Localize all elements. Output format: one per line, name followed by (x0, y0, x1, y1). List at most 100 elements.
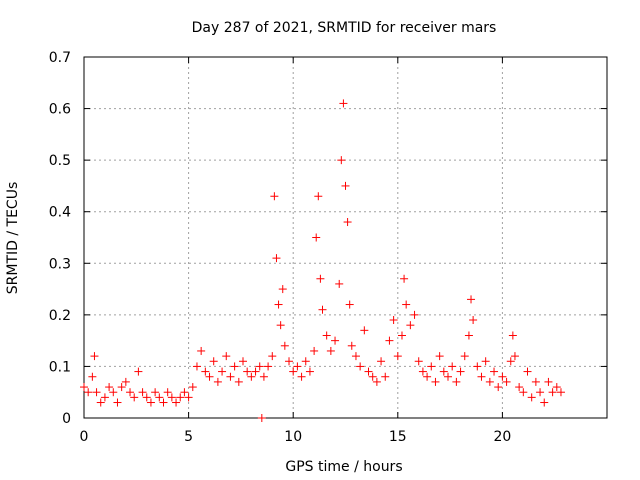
data-point (142, 393, 151, 402)
data-point (423, 372, 432, 381)
data-point (130, 393, 139, 402)
data-point (494, 383, 503, 392)
plot-frame (83, 56, 608, 419)
data-point (397, 331, 406, 340)
data-point (339, 99, 348, 108)
data-point (146, 398, 155, 407)
data-point (117, 383, 126, 392)
data-point (467, 295, 476, 304)
data-point (556, 388, 565, 397)
data-point (172, 398, 181, 407)
data-point (151, 388, 160, 397)
data-point (345, 300, 354, 309)
y-tick-label: 0.2 (49, 308, 71, 324)
plot-layer: 0 5 10 15 20 0 0.1 0.2 0.3 0.4 0.5 0.6 0.7 (49, 50, 608, 445)
data-point (351, 352, 360, 361)
data-point (109, 388, 118, 397)
data-point (80, 383, 88, 392)
data-point (427, 362, 436, 371)
data-point (301, 357, 310, 366)
data-point (84, 388, 93, 397)
data-point (188, 383, 197, 392)
data-point (343, 218, 352, 227)
data-point (548, 388, 557, 397)
data-point (337, 156, 346, 165)
data-point (356, 362, 365, 371)
data-point (368, 372, 377, 381)
data-point (163, 388, 172, 397)
y-axis-title: SRMTID / TECUs (5, 182, 21, 295)
y-tick-label: 0.6 (49, 102, 71, 118)
data-point (510, 352, 519, 361)
x-tick-label: 20 (493, 429, 511, 445)
data-point (410, 310, 419, 319)
data-point (272, 254, 281, 263)
data-point (460, 352, 469, 361)
data-point (134, 367, 143, 376)
data-point (393, 352, 402, 361)
data-point (331, 336, 340, 345)
data-point (297, 372, 306, 381)
x-tick-label: 10 (284, 429, 302, 445)
y-tick-label: 0.3 (49, 256, 71, 272)
data-point (439, 367, 448, 376)
data-point (389, 316, 398, 325)
data-point (176, 393, 185, 402)
y-tick-label: 0.4 (49, 205, 71, 221)
data-point (326, 346, 335, 355)
data-point (257, 414, 266, 422)
data-point (192, 362, 201, 371)
data-point (456, 367, 465, 376)
data-point (126, 388, 135, 397)
data-point (305, 367, 314, 376)
data-point (243, 367, 252, 376)
data-point (523, 367, 532, 376)
data-point (155, 393, 164, 402)
data-point (400, 274, 409, 283)
data-point (435, 352, 444, 361)
data-point (96, 398, 105, 407)
data-point (473, 362, 482, 371)
data-point (201, 367, 210, 376)
data-point (234, 377, 243, 386)
data-point (247, 372, 256, 381)
data-point (519, 388, 528, 397)
chart-title: Day 287 of 2021, SRMTID for receiver mar… (192, 20, 497, 36)
data-point (536, 388, 545, 397)
data-point (90, 352, 99, 361)
data-point (251, 367, 260, 376)
data-point (205, 372, 214, 381)
data-point (481, 357, 490, 366)
data-point (347, 341, 356, 350)
data-point (268, 352, 277, 361)
data-point (285, 357, 294, 366)
data-point (264, 362, 273, 371)
data-point (431, 377, 440, 386)
data-point (464, 331, 473, 340)
data-point (314, 192, 323, 201)
data-point (276, 321, 285, 330)
data-point (100, 393, 109, 402)
data-point (381, 372, 390, 381)
data-point (335, 279, 344, 288)
data-point (310, 346, 319, 355)
data-point (213, 377, 222, 386)
y-tick-label: 0.1 (49, 359, 71, 375)
data-point (377, 357, 386, 366)
data-point (540, 398, 549, 407)
data-point (406, 321, 415, 330)
data-point (280, 341, 289, 350)
x-axis-title: GPS time / hours (285, 459, 402, 475)
data-point (469, 316, 478, 325)
y-tick-label: 0.5 (49, 153, 71, 169)
x-tick-label: 15 (389, 429, 407, 445)
data-point (138, 388, 147, 397)
data-point (88, 372, 97, 381)
data-point (531, 377, 540, 386)
data-point (418, 367, 427, 376)
data-point (289, 367, 298, 376)
x-tick-label: 0 (80, 429, 89, 445)
data-point (341, 181, 350, 190)
data-point (506, 357, 515, 366)
